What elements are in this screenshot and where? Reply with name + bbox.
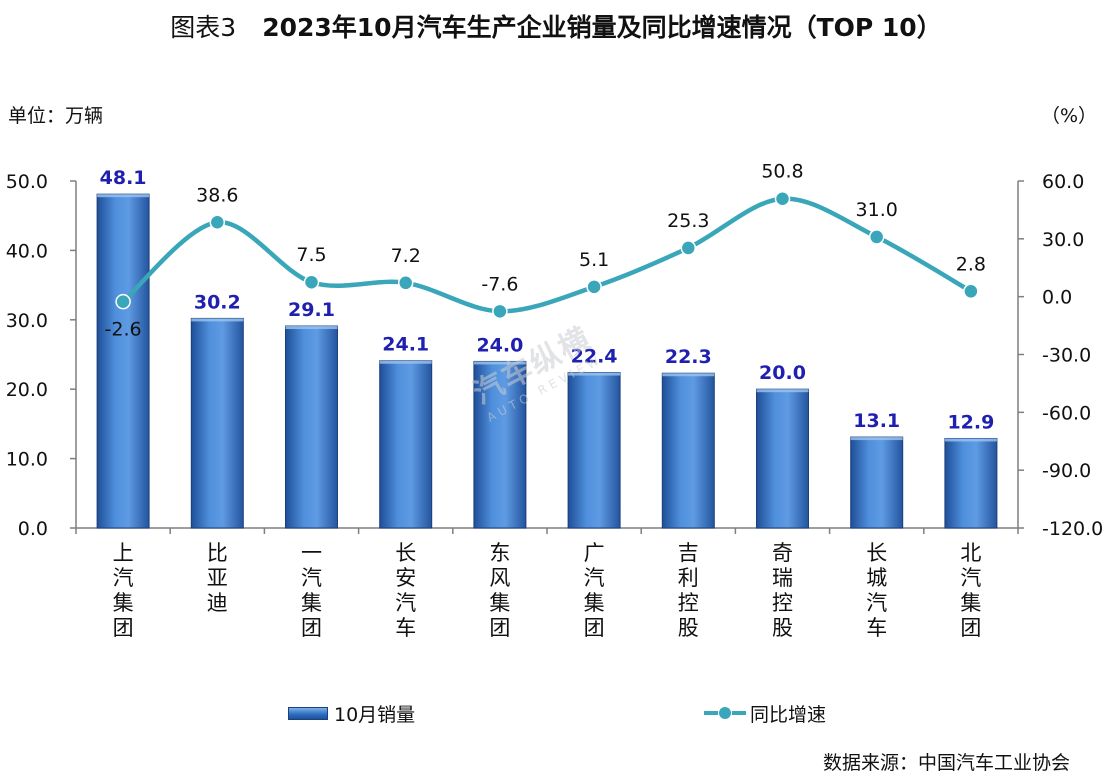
growth-point bbox=[397, 275, 414, 291]
growth-value-label: 2.8 bbox=[956, 253, 986, 275]
growth-point bbox=[492, 303, 508, 320]
bar-value-label: 30.2 bbox=[194, 291, 241, 313]
bar-top-highlight bbox=[191, 318, 244, 322]
legend-line-label: 同比增速 bbox=[750, 703, 827, 726]
growth-value-label: 31.0 bbox=[856, 199, 898, 221]
bar bbox=[190, 317, 244, 529]
category-label: 长安汽车 bbox=[395, 541, 416, 640]
bar-top-highlight bbox=[850, 437, 903, 441]
bar-top-highlight bbox=[568, 372, 621, 376]
growth-value-label: -2.6 bbox=[105, 319, 142, 341]
legend-bar-swatch bbox=[288, 706, 328, 720]
bar-top-highlight bbox=[662, 373, 715, 377]
growth-point bbox=[303, 274, 320, 290]
bar bbox=[567, 372, 621, 529]
bar-top-highlight bbox=[944, 438, 997, 442]
growth-value-label: 25.3 bbox=[667, 210, 709, 232]
left-tick-label: 0.0 bbox=[18, 518, 48, 540]
category-label: 北汽集团 bbox=[960, 541, 981, 640]
bar-top-highlight bbox=[379, 360, 432, 364]
bar-value-label: 24.0 bbox=[476, 334, 523, 356]
growth-value-label: 5.1 bbox=[579, 249, 609, 271]
category-label: 比亚迪 bbox=[207, 541, 228, 615]
bar-value-label: 22.3 bbox=[665, 346, 712, 368]
left-tick-label: 50.0 bbox=[6, 171, 48, 193]
bar-value-label: 20.0 bbox=[759, 362, 806, 384]
bar-value-label: 12.9 bbox=[947, 411, 994, 433]
left-tick-label: 30.0 bbox=[6, 310, 48, 332]
growth-value-label: 38.6 bbox=[196, 184, 238, 206]
growth-point bbox=[209, 214, 226, 231]
bar bbox=[850, 436, 904, 529]
chart-main-title: 2023年10月汽车生产企业销量及同比增速情况（TOP 10） bbox=[262, 13, 942, 42]
figure-number: 图表3 bbox=[170, 13, 237, 42]
combo-chart: 0.0 10.0 20.0 30.0 40.0 50.0 -120.0 -90.0 -60.0 -… bbox=[6, 161, 1104, 640]
growth-value-label: -7.6 bbox=[481, 273, 518, 295]
left-tick-label: 20.0 bbox=[6, 379, 48, 401]
bar-value-label: 22.4 bbox=[571, 346, 618, 368]
right-tick-label: 30.0 bbox=[1042, 229, 1084, 251]
growth-point bbox=[115, 293, 131, 310]
legend-bar-label: 10月销量 bbox=[334, 703, 416, 726]
data-source: 数据来源：中国汽车工业协会 bbox=[823, 752, 1071, 774]
bar-top-highlight bbox=[97, 194, 150, 198]
category-label: 上汽集团 bbox=[113, 541, 134, 640]
growth-point bbox=[868, 229, 885, 245]
growth-line bbox=[120, 196, 974, 314]
growth-point bbox=[774, 190, 791, 207]
bar-top-highlight bbox=[756, 389, 809, 393]
bar bbox=[473, 360, 527, 529]
bar-value-label: 29.1 bbox=[288, 299, 335, 321]
right-tick-label: -60.0 bbox=[1042, 402, 1091, 424]
bar bbox=[379, 360, 433, 529]
bar bbox=[756, 388, 809, 529]
right-axis-unit: （%） bbox=[1041, 105, 1098, 127]
bar bbox=[661, 372, 715, 529]
growth-point bbox=[680, 240, 697, 256]
category-label: 一汽集团 bbox=[301, 541, 322, 640]
bar-value-label: 13.1 bbox=[853, 410, 900, 432]
category-label: 东风集团 bbox=[489, 541, 510, 640]
legend-line-swatch bbox=[704, 703, 746, 723]
category-label: 长城汽车 bbox=[866, 541, 887, 640]
category-label: 广汽集团 bbox=[584, 541, 605, 640]
growth-value-label: 7.5 bbox=[296, 244, 326, 266]
category-label: 奇瑞控股 bbox=[772, 541, 793, 640]
right-tick-label: -120.0 bbox=[1042, 518, 1103, 540]
right-tick-label: 60.0 bbox=[1042, 171, 1084, 193]
category-label: 吉利控股 bbox=[678, 541, 699, 640]
left-axis-unit: 单位：万辆 bbox=[8, 105, 104, 127]
bar bbox=[944, 437, 998, 529]
legend-item-bar: 10月销量 bbox=[288, 700, 415, 726]
bar-value-label: 48.1 bbox=[100, 167, 147, 189]
chart-title: 图表3 2023年10月汽车生产企业销量及同比增速情况（TOP 10） bbox=[0, 8, 1112, 44]
right-tick-label: -30.0 bbox=[1042, 345, 1091, 367]
bar bbox=[285, 325, 338, 529]
growth-value-label: 7.2 bbox=[391, 245, 421, 267]
growth-value-label: 50.8 bbox=[761, 161, 803, 183]
growth-point bbox=[586, 279, 602, 295]
bar-top-highlight bbox=[285, 326, 338, 330]
legend-item-line: 同比增速 bbox=[704, 700, 826, 726]
left-tick-label: 40.0 bbox=[6, 240, 48, 262]
bar-value-label: 24.1 bbox=[382, 334, 429, 356]
bar-top-highlight bbox=[473, 361, 526, 365]
left-tick-label: 10.0 bbox=[6, 449, 48, 471]
growth-point bbox=[963, 283, 979, 300]
right-tick-label: 0.0 bbox=[1042, 287, 1072, 309]
bar bbox=[96, 193, 150, 529]
right-tick-label: -90.0 bbox=[1042, 460, 1091, 482]
